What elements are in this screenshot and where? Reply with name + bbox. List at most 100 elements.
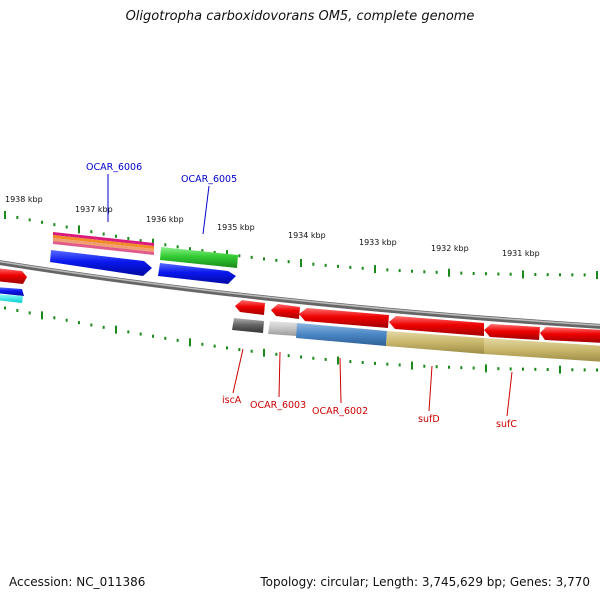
minor-tick bbox=[65, 318, 68, 322]
minor-tick bbox=[275, 352, 278, 356]
gene-OCAR_6003[interactable] bbox=[268, 304, 300, 336]
minor-tick bbox=[300, 355, 302, 359]
minor-tick bbox=[201, 342, 204, 346]
blue-feature-edge[interactable] bbox=[0, 287, 24, 296]
minor-tick bbox=[164, 243, 167, 247]
tick-label: 1931 kbp bbox=[502, 249, 540, 258]
major-tick bbox=[522, 270, 524, 279]
minor-tick bbox=[448, 365, 450, 369]
label-OCAR_6003[interactable]: OCAR_6003 bbox=[250, 400, 306, 411]
major-tick bbox=[4, 211, 6, 219]
major-tick bbox=[485, 364, 487, 373]
lower-tick-ruler bbox=[4, 306, 598, 374]
major-tick bbox=[41, 311, 43, 320]
minor-tick bbox=[435, 270, 438, 274]
minor-tick bbox=[571, 273, 574, 277]
minor-tick bbox=[213, 344, 216, 348]
major-tick bbox=[263, 348, 265, 357]
label-OCAR_6002[interactable]: OCAR_6002 bbox=[312, 406, 368, 417]
minor-tick bbox=[250, 255, 253, 259]
minor-tick bbox=[176, 338, 179, 342]
minor-tick bbox=[398, 269, 401, 273]
gene-labels: OCAR_6006 OCAR_6005 iscA OCAR_6003 OCAR_… bbox=[86, 162, 517, 430]
label-iscA[interactable]: iscA bbox=[222, 395, 242, 406]
minor-tick bbox=[583, 273, 586, 277]
label-callouts bbox=[107, 174, 513, 417]
major-tick bbox=[559, 365, 561, 374]
topology-text: Topology: circular; Length: 3,745,629 bp… bbox=[260, 575, 590, 589]
minor-tick bbox=[65, 225, 68, 229]
minor-tick bbox=[349, 265, 352, 269]
minor-tick bbox=[349, 360, 352, 364]
label-OCAR_6005[interactable]: OCAR_6005 bbox=[181, 174, 237, 185]
cyan-feature-edge[interactable] bbox=[0, 294, 23, 303]
tick-label: 1933 kbp bbox=[359, 238, 397, 247]
minor-tick bbox=[312, 356, 315, 360]
major-tick bbox=[374, 265, 376, 274]
gene-OCAR_6006[interactable] bbox=[50, 232, 154, 276]
minor-tick bbox=[90, 323, 93, 327]
minor-tick bbox=[139, 332, 142, 336]
minor-tick bbox=[472, 366, 475, 370]
major-tick bbox=[448, 268, 450, 277]
minor-tick bbox=[201, 249, 204, 253]
gene-sufD[interactable] bbox=[386, 316, 484, 354]
minor-tick bbox=[509, 367, 512, 371]
label-sufD[interactable]: sufD bbox=[418, 414, 440, 425]
minor-tick bbox=[472, 271, 475, 275]
minor-tick bbox=[534, 273, 537, 277]
minor-tick bbox=[41, 220, 43, 224]
minor-tick bbox=[287, 260, 290, 264]
minor-tick bbox=[16, 215, 19, 219]
major-tick bbox=[337, 356, 339, 365]
minor-tick bbox=[596, 368, 598, 372]
red-feature-edge[interactable] bbox=[0, 268, 27, 284]
minor-tick bbox=[189, 247, 191, 251]
minor-tick bbox=[386, 362, 389, 366]
major-tick bbox=[115, 325, 117, 334]
gene-iscA[interactable] bbox=[232, 300, 265, 333]
minor-tick bbox=[411, 269, 413, 273]
minor-tick bbox=[312, 262, 315, 266]
minor-tick bbox=[386, 268, 389, 272]
tick-label: 1938 kbp bbox=[5, 195, 43, 204]
upper-tick-ruler bbox=[4, 211, 598, 279]
major-tick bbox=[152, 238, 154, 247]
gene-OCAR_6005[interactable] bbox=[158, 247, 238, 284]
minor-tick bbox=[139, 239, 142, 243]
minor-tick bbox=[435, 365, 438, 369]
minor-tick bbox=[127, 236, 130, 240]
minor-tick bbox=[115, 234, 117, 238]
major-tick bbox=[411, 361, 413, 370]
minor-tick bbox=[361, 361, 364, 365]
label-sufC[interactable]: sufC bbox=[496, 419, 517, 430]
minor-tick bbox=[398, 363, 401, 367]
minor-tick bbox=[213, 250, 216, 254]
gene-sufC[interactable] bbox=[484, 324, 600, 362]
minor-tick bbox=[460, 366, 463, 370]
minor-tick bbox=[4, 306, 6, 310]
tick-labels: 1938 kbp 1937 kbp 1936 kbp 1935 kbp 1934… bbox=[5, 195, 540, 258]
minor-tick bbox=[485, 272, 487, 276]
genome-backbone-highlight bbox=[0, 260, 600, 327]
genome-backbone bbox=[0, 260, 600, 329]
minor-tick bbox=[226, 346, 228, 350]
minor-tick bbox=[361, 266, 364, 270]
label-OCAR_6006[interactable]: OCAR_6006 bbox=[86, 162, 142, 173]
minor-tick bbox=[28, 218, 31, 222]
minor-tick bbox=[127, 330, 130, 334]
genome-title: Oligotropha carboxidovorans OM5, complet… bbox=[125, 9, 475, 24]
accession-text: Accession: NC_011386 bbox=[9, 575, 146, 589]
minor-tick bbox=[546, 273, 549, 277]
minor-tick bbox=[152, 334, 154, 338]
minor-tick bbox=[90, 230, 93, 234]
tick-label: 1937 kbp bbox=[75, 205, 113, 214]
gene-OCAR_6002[interactable] bbox=[296, 308, 389, 346]
tick-label: 1935 kbp bbox=[217, 223, 255, 232]
minor-tick bbox=[16, 308, 19, 312]
minor-tick bbox=[250, 349, 253, 353]
minor-tick bbox=[275, 258, 278, 262]
minor-tick bbox=[583, 368, 586, 372]
major-tick bbox=[189, 338, 191, 347]
